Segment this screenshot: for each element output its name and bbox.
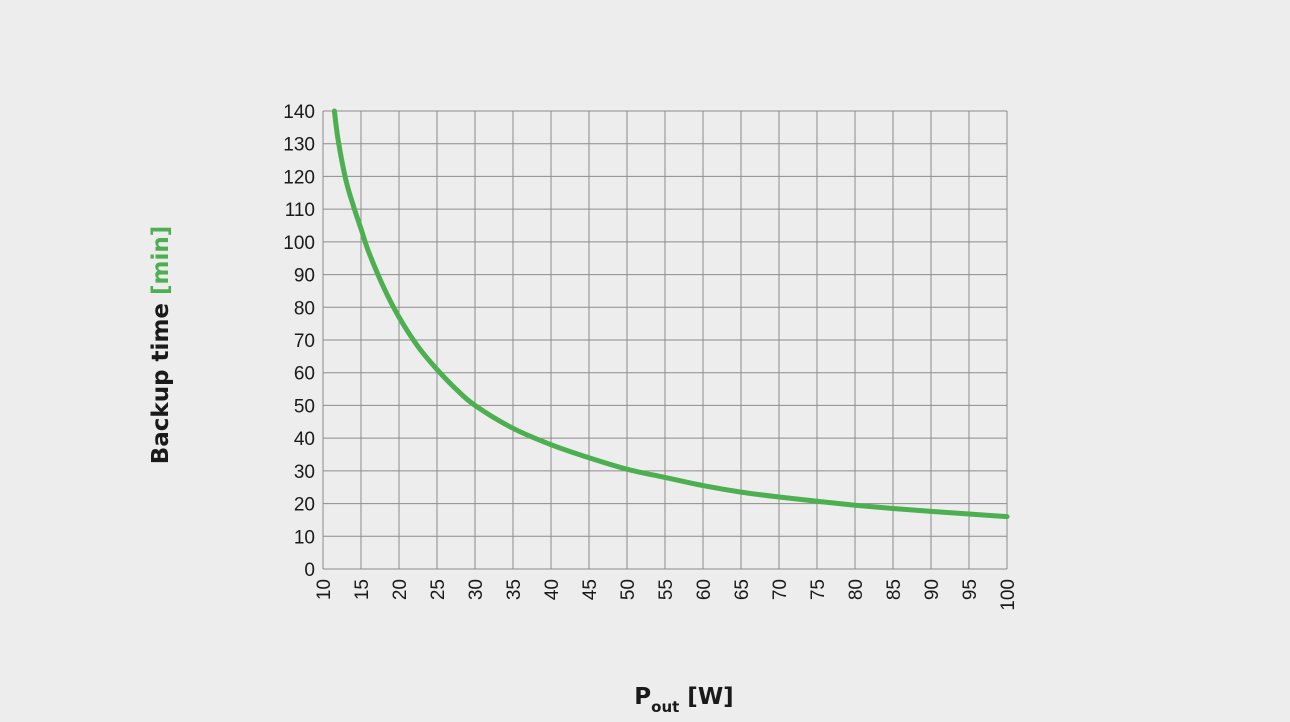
- x-tick-label: 35: [504, 579, 525, 600]
- y-tick-labels: 0 10 20 30 40 50 60 70 80 90 100 110 120 130 140: [283, 102, 315, 581]
- y-tick-label: 30: [294, 462, 315, 483]
- y-tick-label: 50: [294, 396, 315, 417]
- y-tick-label: 120: [283, 167, 315, 188]
- backup-time-curve: [331, 108, 1010, 520]
- x-tick-label: 65: [732, 579, 753, 600]
- x-tick-label: 55: [656, 579, 677, 600]
- x-tick-label: 60: [694, 579, 715, 600]
- x-tick-label: 25: [428, 579, 449, 600]
- y-axis-title: Backup time [min]: [148, 226, 174, 465]
- x-tick-label: 20: [390, 579, 411, 600]
- x-tick-label: 40: [542, 579, 563, 600]
- x-tick-label: 100: [998, 579, 1019, 611]
- x-tick-label: 15: [352, 579, 373, 600]
- x-tick-label: 70: [770, 579, 791, 600]
- grid: [322, 110, 1008, 570]
- x-tick-label: 50: [618, 579, 639, 600]
- y-tick-label: 10: [294, 527, 315, 548]
- x-tick-label: 10: [314, 579, 335, 600]
- x-tick-label: 95: [960, 579, 981, 600]
- y-tick-label: 140: [283, 102, 315, 123]
- y-tick-label: 80: [294, 298, 315, 319]
- y-tick-label: 110: [285, 200, 315, 221]
- x-tick-label: 90: [922, 579, 943, 600]
- x-tick-label: 30: [466, 579, 487, 600]
- y-tick-label: 130: [283, 135, 315, 156]
- y-tick-label: 40: [294, 429, 315, 450]
- x-tick-labels: 10 15 20 25 30 35 40 45 50 55 60 65 70 75 80 85 90 95 100: [314, 579, 1019, 611]
- y-tick-label: 70: [294, 331, 315, 352]
- y-tick-label: 90: [294, 266, 315, 287]
- x-tick-label: 75: [808, 579, 829, 600]
- y-tick-label: 20: [294, 495, 315, 516]
- y-tick-label: 60: [294, 364, 315, 385]
- x-tick-label: 80: [846, 579, 867, 600]
- x-tick-label: 45: [580, 579, 601, 600]
- x-axis-title: Pout [W]: [634, 684, 733, 716]
- y-tick-label: 0: [304, 560, 315, 581]
- x-tick-label: 85: [884, 579, 905, 600]
- y-tick-label: 100: [283, 233, 315, 254]
